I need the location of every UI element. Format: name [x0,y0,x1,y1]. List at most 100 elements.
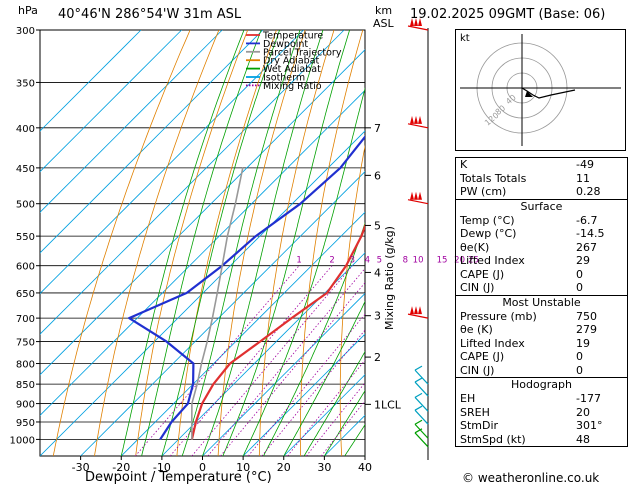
wind-barb-red [407,306,429,319]
altitude-tick-label: 1LCL [374,398,402,411]
x-axis-title: Dewpoint / Temperature (°C) [85,470,272,485]
most-unstable-value: 0 [576,363,583,377]
mixing-ratio-line [191,265,353,456]
most-unstable-row: Pressure (mb) 750 [456,310,627,324]
surface-row: Lifted Index 29 [456,254,627,268]
hpa-unit-label: hPa [18,4,38,17]
isotherm-line [40,30,142,132]
most-unstable-label: Lifted Index [460,336,525,350]
index-label: PW (cm) [460,185,507,198]
wind-barb-red [407,191,429,205]
wet-adiabat-line [283,300,365,456]
most-unstable-value: 19 [576,336,590,350]
wet-adiabat-line [242,87,365,456]
wind-barb-red [407,115,429,129]
surface-row: CIN (J) 0 [456,281,627,295]
mixing-ratio-label: 10 [413,256,424,266]
mixing-ratio-line [247,313,365,456]
wet-adiabat-line [141,30,262,456]
index-label: K [460,158,468,171]
series-temperature-line [190,223,365,440]
most-unstable-label: CAPE (J) [460,350,505,363]
most-unstable-row: CAPE (J) 0 [456,350,627,364]
surface-label: CAPE (J) [460,267,505,281]
wet-adiabat-line [222,30,350,456]
legend-entry-label: Mixing Ratio [263,81,322,92]
pressure-tick-label: 500 [16,200,35,211]
pressure-tick-label: 1000 [10,435,35,446]
hodograph-frame [455,29,626,151]
most-unstable-label: θe (K) [460,323,493,336]
temperature-tick-label: 20 [277,461,291,474]
index-value: 0.28 [576,185,601,198]
temperature-tick-label: 40 [358,461,372,474]
hodograph-index-value: 48 [576,432,590,446]
mixing-ratio-axis-title: Mixing Ratio (g/kg) [383,226,396,330]
asl-unit-label: ASL [373,17,394,30]
temperature-tick-label: 30 [317,461,331,474]
pressure-tick-label: 900 [16,400,35,411]
surface-label: θe(K) [460,240,490,254]
surface-label: Dewp (°C) [460,227,517,240]
isotherm-line [161,252,365,456]
mixing-ratio-line [287,359,365,456]
isotherm-line [40,30,182,173]
dry-adiabat-line [258,30,335,456]
wet-adiabat-line [324,389,365,456]
hodograph-index-label: EH [460,392,476,405]
legend-entry-label: Temperature [262,31,323,42]
mixing-ratio-label: 20 [454,256,465,266]
wet-adiabat-line [263,221,365,456]
isotherm-line [202,292,365,456]
wind-barb-low [414,392,429,412]
hodograph-index-label: StmSpd (kt) [460,432,526,446]
isotherm-line [40,130,365,456]
mixing-ratio-label: 25 [468,256,479,266]
mixing-ratio-label: 3 [350,256,355,266]
surface-label: Temp (°C) [460,213,515,227]
pressure-tick-label: 550 [16,232,35,243]
surface-value: 267 [576,240,597,254]
dry-adiabat-line [217,30,306,456]
mixing-ratio-label: 5 [377,256,382,266]
mixing-ratio-line [207,267,365,456]
hodograph-index-row: StmDir 301° [456,419,627,433]
series-parcel-trajectory-line [191,167,244,440]
temperature-tick-label: 0 [199,461,206,474]
legend-entry-label: Isotherm [263,73,305,84]
index-value: -49 [576,158,594,171]
altitude-tick-label: 5 [374,219,381,232]
mixing-ratio-line [305,382,365,456]
altitude-tick-label: 2 [374,351,381,364]
most-unstable-value: 750 [576,309,597,323]
legend-entry-label: Wet Adiabat [263,64,321,75]
wet-adiabat-line [303,350,365,456]
mixing-ratio-label: 4 [365,256,370,266]
hodograph-index-value: 20 [576,405,590,419]
surface-row: CAPE (J) 0 [456,268,627,282]
hodograph-unit: kt [460,33,470,44]
pressure-tick-label: 400 [16,124,35,135]
legend-entry-label: Dewpoint [263,39,308,50]
altitude-tick-label: 4 [374,266,381,279]
most-unstable-row: θe (K) 279 [456,323,627,337]
isotherm-line [40,30,304,295]
mixing-ratio-line [320,400,365,456]
mixing-ratio-label: 15 [437,256,448,266]
isotherm-line [80,171,365,456]
index-label: Totals Totals [460,171,527,185]
pressure-tick-label: 350 [16,78,35,89]
most-unstable-section-title: Most Unstable [502,295,581,309]
most-unstable-value: 279 [576,323,597,336]
altitude-tick-label: 3 [374,310,381,323]
surface-row: θe(K) 267 [456,241,627,255]
plot-frame [39,29,366,457]
datetime-title: 19.02.2025 09GMT (Base: 06) [410,7,606,22]
isotherm-line [40,30,345,335]
most-unstable-label: Pressure (mb) [460,309,537,323]
index-value: 11 [576,171,590,185]
pressure-tick-label: 750 [16,338,35,349]
dry-adiabat-line [339,144,365,456]
index-row: PW (cm) 0.28 [456,185,627,199]
